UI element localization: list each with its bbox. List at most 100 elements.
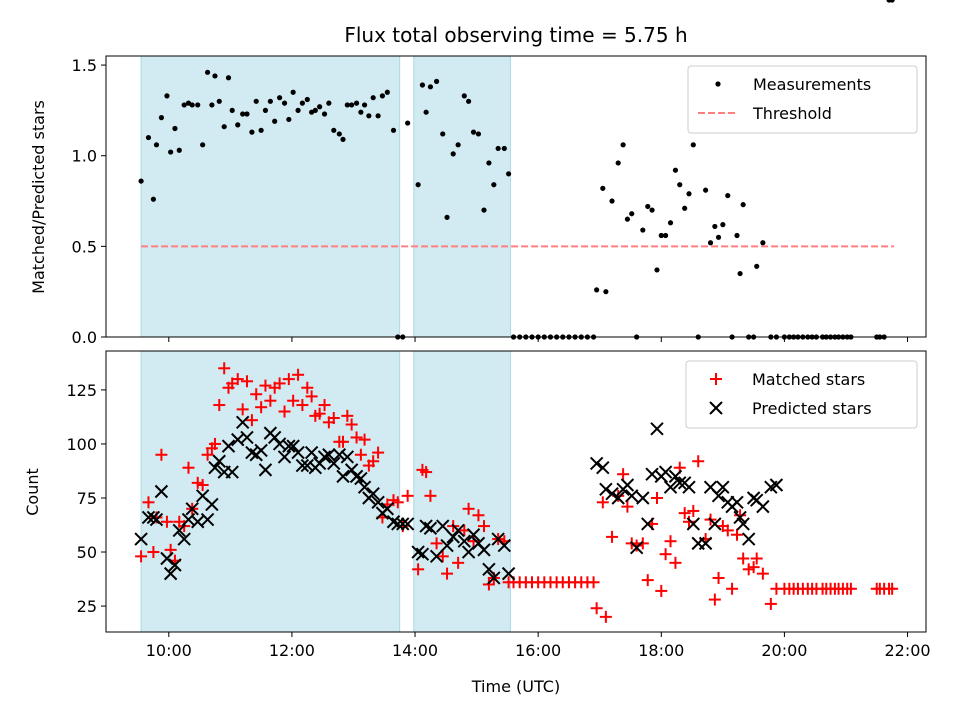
measurement-point <box>204 69 211 75</box>
measurement-point <box>340 136 346 142</box>
matched-star-point <box>337 435 350 448</box>
matched-star-point <box>472 509 485 522</box>
matched-star-point <box>655 584 668 597</box>
measurement-point <box>501 145 507 152</box>
matched-star-point <box>436 550 449 563</box>
measurement-point <box>609 198 615 204</box>
measurement-point <box>176 147 182 153</box>
x-tick-label: 14:00 <box>392 641 438 660</box>
matched-star-point <box>196 479 209 492</box>
measurement-point <box>272 118 278 124</box>
bottom-y-ticks: 25 50 75 100 125 <box>66 381 106 616</box>
measurement-point <box>672 167 679 173</box>
measurement-point <box>281 100 288 106</box>
top-legend: Measurements Threshold <box>687 65 918 134</box>
predicted-star-point <box>371 495 385 510</box>
measurement-point <box>491 182 497 188</box>
predicted-star-point <box>160 551 174 566</box>
matched-star-point <box>682 515 695 528</box>
bottom-shaded-regions <box>140 350 511 633</box>
matched-star-point <box>313 407 326 420</box>
x-tick-label: 20:00 <box>761 641 807 660</box>
predicted-star-point <box>658 465 673 479</box>
measurement-point <box>455 142 461 148</box>
matched-star-point <box>301 381 314 394</box>
x-tick-label: 12:00 <box>269 641 315 660</box>
predicted-star-point <box>149 512 164 527</box>
top-shaded-interval-1 <box>413 55 511 338</box>
measurement-point <box>645 203 651 210</box>
measurement-point <box>164 93 170 99</box>
predicted-star-point <box>419 519 433 533</box>
matched-star-point <box>712 571 725 584</box>
predicted-star-point <box>686 517 701 531</box>
predicted-star-point <box>629 540 644 555</box>
measurement-point <box>707 240 714 246</box>
predicted-star-point <box>451 523 465 538</box>
measurement-point <box>629 211 635 217</box>
bottom-x-ticks: 10:00 12:00 14:00 16:00 18:00 20:00 22:00 <box>146 632 931 660</box>
matched-star-point <box>596 496 609 509</box>
measurement-point <box>317 104 323 110</box>
predicted-star-point <box>154 484 169 499</box>
predicted-star-point <box>163 566 178 581</box>
measurement-point <box>405 120 411 126</box>
matched-star-point <box>273 377 286 390</box>
measurement-point <box>370 95 376 101</box>
measurement-point <box>737 270 743 277</box>
top-y-tick-label: 0.0 <box>72 328 97 347</box>
predicted-star-point <box>698 536 713 551</box>
x-tick-label: 10:00 <box>146 641 192 660</box>
top-shaded-interval-0 <box>140 55 401 338</box>
bottom-legend-box <box>685 360 918 429</box>
measurement-point <box>481 207 487 213</box>
measurement-point <box>299 100 305 106</box>
matched-star-point <box>182 461 195 474</box>
bottom-y-tick-label: 125 <box>66 381 97 400</box>
measurement-point <box>344 102 350 108</box>
measurement-point <box>444 214 450 220</box>
predicted-star-point <box>487 571 501 585</box>
predicted-star-point <box>650 422 664 436</box>
measurement-point <box>321 111 328 117</box>
measurement-point <box>209 102 215 108</box>
predicted-star-point <box>446 530 460 544</box>
measurement-point <box>465 98 472 104</box>
predicted-star-point <box>240 430 254 445</box>
measurement-point <box>375 113 381 119</box>
measurement-point <box>145 134 152 141</box>
measurement-point <box>712 223 718 230</box>
measurement-point <box>486 160 492 166</box>
matched-star-point <box>345 418 358 431</box>
measurement-point <box>336 131 342 137</box>
matched-star-point <box>155 448 168 461</box>
matched-star-point <box>420 466 433 479</box>
predicted-star-point <box>396 517 410 531</box>
measurement-point <box>331 127 337 133</box>
matched-star-point <box>341 409 354 422</box>
predicted-star-point <box>200 512 215 527</box>
matched-star-point <box>160 515 173 528</box>
matched-star-point <box>650 491 663 504</box>
matched-star-point <box>606 530 619 543</box>
measurement-point <box>415 182 421 188</box>
measurement-point <box>440 131 446 137</box>
matched-star-point <box>318 399 331 412</box>
predicted-star-point <box>730 495 744 510</box>
matched-star-point <box>282 373 295 386</box>
matched-star-point <box>886 582 899 595</box>
predicted-star-point <box>208 461 222 475</box>
measurement-point <box>153 142 160 148</box>
measurement-point <box>172 125 178 132</box>
predicted-star-point <box>286 439 300 453</box>
predicted-star-point <box>711 489 726 503</box>
predicted-star-point <box>185 502 199 516</box>
measurement-point <box>277 95 283 101</box>
measurement-point <box>889 0 895 3</box>
predicted-star-point <box>599 482 613 497</box>
predicted-star-point <box>221 439 236 453</box>
predicted-star-point <box>673 476 687 490</box>
predicted-star-point <box>636 491 650 505</box>
matched-star-point <box>599 610 612 623</box>
